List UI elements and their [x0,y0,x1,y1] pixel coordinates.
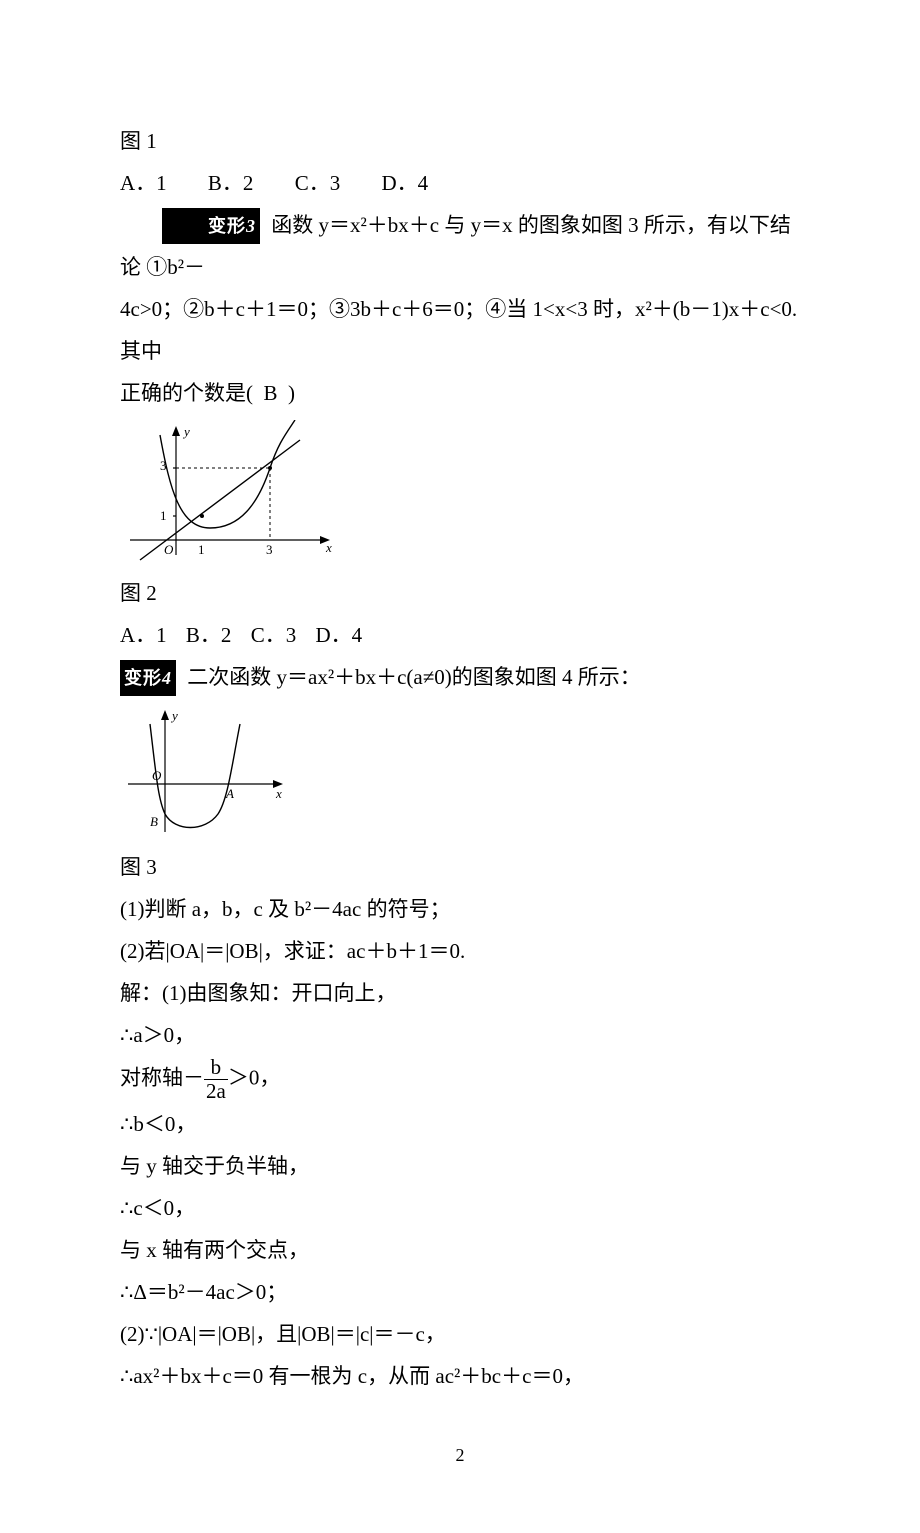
variant4-body: 二次函数 y＝ax²＋bx＋c(a≠0)的图象如图 4 所示： [187,665,641,689]
sol-l2: ∴a＞0， [120,1014,800,1056]
variant4-tag-text: 变形 [124,668,162,688]
q2-opt-d: D．4 [315,614,362,656]
graph3-svg: O x y A B [120,704,290,844]
sol-l10: ∴ax²＋bx＋c＝0 有一根为 c，从而 ac²＋bc＋c＝0， [120,1355,800,1397]
sol-l3: 对称轴－b2a＞0， [120,1056,800,1103]
variant4-tag-num: 4 [162,668,172,688]
variant3-body3-line: 正确的个数是( B ) [120,372,800,414]
graph3-B: B [150,814,158,829]
graph2-y: y [182,424,190,439]
sol-l3-frac-top: b [204,1056,228,1080]
graph2-svg: 3 1 1 3 O x y [120,420,340,570]
sol-l7: 与 x 轴有两个交点， [120,1229,800,1271]
variant3-tag-num: 3 [246,216,256,236]
variant4-para: 变形4 二次函数 y＝ax²＋bx＋c(a≠0)的图象如图 4 所示： [120,656,800,698]
q2-opt-c: C．3 [251,614,297,656]
fig1-caption: 图 1 [120,120,800,162]
graph2-y3: 3 [160,458,167,473]
graph2-x3: 3 [266,542,273,557]
variant3-para: 变形3 函数 y＝x²＋bx＋c 与 y＝x 的图象如图 3 所示，有以下结论 … [120,204,800,288]
q2-options: A．1 B．2 C．3 D．4 [120,614,800,656]
sol-l3-frac: b2a [204,1056,228,1103]
q1-opt-a: A．1 [120,162,167,204]
variant4-tag: 变形4 [120,660,176,696]
graph3-y: y [170,708,178,723]
variant3-tag-text: 变形 [208,216,246,236]
q4-p2: (2)若|OA|＝|OB|，求证：ac＋b＋1＝0. [120,930,800,972]
q1-options: A．1 B．2 C．3 D．4 [120,162,800,204]
sol-l6: ∴c＜0， [120,1187,800,1229]
sol-l3-frac-bot: 2a [204,1080,228,1103]
sol-l3b: ＞0， [228,1065,281,1089]
sol-l1: 解：(1)由图象知：开口向上， [120,972,800,1014]
graph2-O: O [164,542,174,557]
fig3-caption: 图 3 [120,846,800,888]
fig2-caption: 图 2 [120,572,800,614]
q4-p1: (1)判断 a，b，c 及 b²－4ac 的符号； [120,888,800,930]
sol-l8: ∴Δ＝b²－4ac＞0； [120,1271,800,1313]
graph2-y1: 1 [160,508,167,523]
variant3-tag: 变形3 [162,208,260,244]
q2-opt-b: B．2 [186,614,232,656]
q1-opt-b: B．2 [208,162,254,204]
graph2-x1: 1 [198,542,205,557]
page-number: 2 [120,1437,800,1473]
q1-opt-d: D．4 [381,162,428,204]
q2-opt-a: A．1 [120,614,167,656]
variant3-body3: 正确的个数是( [120,381,253,405]
sol-l4: ∴b＜0， [120,1103,800,1145]
sol-l9: (2)∵|OA|＝|OB|，且|OB|＝|c|＝－c， [120,1313,800,1355]
variant3-answer: B [264,381,278,405]
q1-opt-c: C．3 [295,162,341,204]
graph3-A: A [225,786,234,801]
graph3-x: x [275,786,282,801]
graph3-O: O [152,768,162,783]
variant3-body2: 4c>0；②b＋c＋1＝0；③3b＋c＋6＝0；④当 1<x<3 时，x²＋(b… [120,288,800,372]
sol-l3a: 对称轴－ [120,1065,204,1089]
sol-l5: 与 y 轴交于负半轴， [120,1145,800,1187]
graph2-x: x [325,540,332,555]
variant3-body3b: ) [288,381,295,405]
